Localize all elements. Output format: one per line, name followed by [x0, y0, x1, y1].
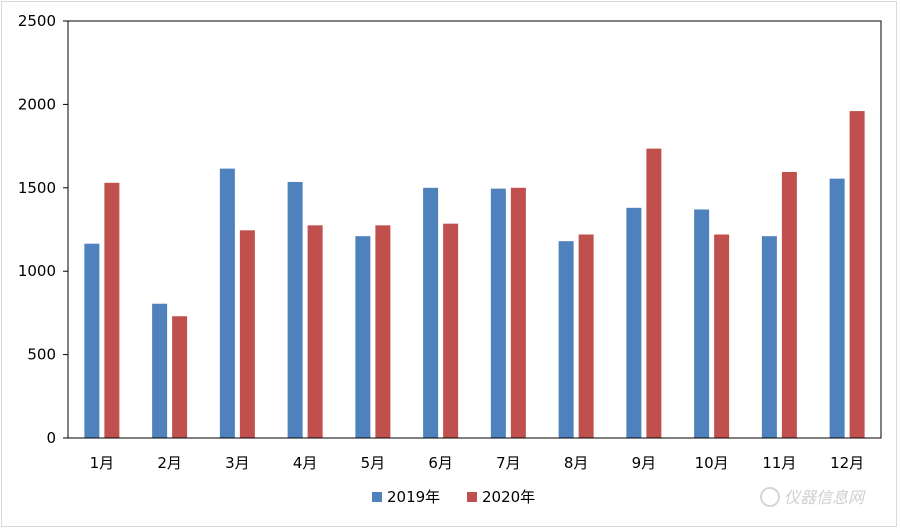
bar-series-1	[423, 187, 439, 438]
x-tick-label: 5月	[361, 454, 386, 472]
x-axis: 1月 2月 3月 4月 5月 6月 7月 8月 9月 10月 11月 12月	[90, 454, 865, 472]
watermark-logo-icon	[760, 487, 780, 507]
x-tick-label: 3月	[225, 454, 250, 472]
x-tick-label: 4月	[293, 454, 318, 472]
bar-series-2	[239, 230, 255, 438]
legend-label: 2019年	[387, 488, 440, 506]
bar-series-2	[307, 225, 323, 438]
bar-series-1	[219, 168, 235, 439]
x-tick-label: 11月	[762, 454, 796, 472]
bar-series-1	[558, 241, 574, 438]
bar-series-2	[781, 171, 797, 439]
bar-series-2	[375, 225, 391, 438]
x-tick-label: 8月	[564, 454, 589, 472]
bar-series-2	[443, 223, 459, 438]
bar-series-1	[84, 243, 100, 438]
x-tick-label: 7月	[496, 454, 521, 472]
y-tick-label: 1000	[18, 262, 56, 280]
bar-series-2	[510, 187, 526, 438]
y-axis: 0 500 1000 1500 2000 2500	[18, 12, 68, 447]
bar-series-1	[694, 209, 710, 438]
bar-series-2	[849, 111, 865, 439]
bar-series-1	[829, 178, 845, 438]
x-tick-label: 6月	[428, 454, 453, 472]
bar-series-1	[626, 207, 642, 438]
bar-series-2	[646, 148, 662, 439]
x-tick-label: 2月	[157, 454, 182, 472]
bar-series-1	[355, 236, 371, 438]
bar-series-2	[714, 234, 730, 438]
bar-series-2	[104, 182, 120, 438]
x-tick-label: 10月	[695, 454, 729, 472]
legend-swatch	[372, 492, 382, 502]
y-tick-label: 0	[46, 429, 56, 447]
y-tick-label: 1500	[18, 179, 56, 197]
bar-series-1	[490, 188, 506, 438]
bar-series-2	[172, 316, 188, 438]
x-tick-label: 12月	[830, 454, 864, 472]
y-tick-label: 500	[27, 346, 56, 364]
plot-area	[67, 20, 882, 439]
legend: 2019年 2020年	[372, 488, 535, 506]
y-tick-label: 2500	[18, 12, 56, 30]
legend-swatch	[467, 492, 477, 502]
bar-series-1	[287, 181, 303, 438]
bar-series-2	[578, 234, 594, 438]
legend-label: 2020年	[482, 488, 535, 506]
bars-layer	[84, 111, 865, 439]
bar-series-1	[152, 303, 168, 438]
watermark-text: 仪器信息网	[784, 488, 866, 507]
bar-series-1	[761, 236, 777, 438]
y-tick-label: 2000	[18, 95, 56, 113]
watermark: 仪器信息网	[760, 487, 866, 507]
x-tick-label: 1月	[90, 454, 115, 472]
x-tick-label: 9月	[632, 454, 657, 472]
